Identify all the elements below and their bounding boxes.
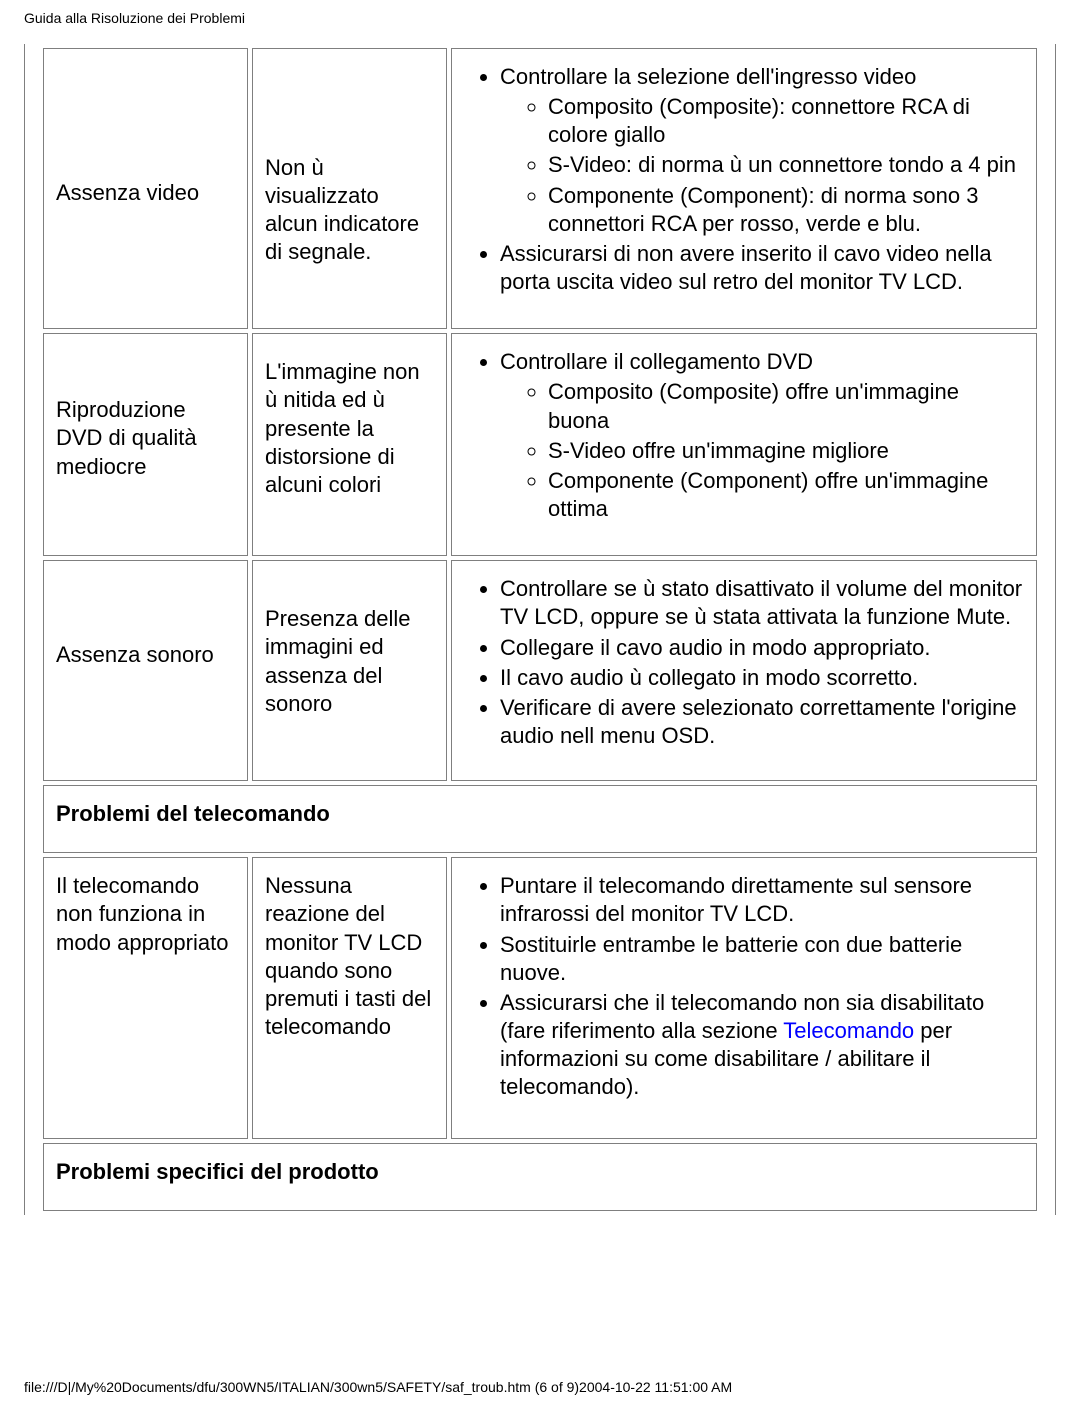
table-row: Il telecomando non funziona in modo appr… (43, 857, 1037, 1138)
problem-cell: Assenza sonoro (43, 560, 248, 781)
solution-cell: Puntare il telecomando direttamente sul … (451, 857, 1037, 1138)
page-footer: file:///D|/My%20Documents/dfu/300WN5/ITA… (24, 1379, 1056, 1395)
table-row: Assenza sonoro Presenza delle immagini e… (43, 560, 1037, 781)
problem-cell: Assenza video (43, 48, 248, 329)
solution-cell: Controllare la selezione dell'ingresso v… (451, 48, 1037, 329)
section-heading-remote: Problemi del telecomando (43, 785, 1037, 853)
solution-subitem: Composito (Composite): connettore RCA di… (548, 93, 1024, 149)
solution-subitem: Componente (Component) offre un'immagine… (548, 467, 1024, 523)
symptom-cell: L'immagine non ù nitida ed ù presente la… (252, 333, 447, 556)
solution-cell: Controllare il collegamento DVD Composit… (451, 333, 1037, 556)
solution-item: Controllare la selezione dell'ingresso v… (500, 63, 1024, 91)
troubleshoot-table: Assenza video Non ù visualizzato alcun i… (39, 44, 1041, 1215)
section-heading-product: Problemi specifici del prodotto (43, 1143, 1037, 1211)
page: Guida alla Risoluzione dei Problemi Asse… (0, 0, 1080, 1415)
solution-item: Assicurarsi di non avere inserito il cav… (500, 240, 1024, 296)
solution-cell: Controllare se ù stato disattivato il vo… (451, 560, 1037, 781)
table-row: Riproduzione DVD di qualità mediocre L'i… (43, 333, 1037, 556)
table-row: Problemi del telecomando (43, 785, 1037, 853)
problem-cell: Riproduzione DVD di qualità mediocre (43, 333, 248, 556)
problem-cell: Il telecomando non funziona in modo appr… (43, 857, 248, 1138)
solution-item: Puntare il telecomando direttamente sul … (500, 872, 1024, 928)
solution-subitem: Composito (Composite) offre un'immagine … (548, 378, 1024, 434)
solution-item: Controllare il collegamento DVD (500, 348, 1024, 376)
solution-subitem: S-Video: di norma ù un connettore tondo … (548, 151, 1024, 179)
solution-item: Controllare se ù stato disattivato il vo… (500, 575, 1024, 631)
solution-item: Assicurarsi che il telecomando non sia d… (500, 989, 1024, 1102)
symptom-cell: Presenza delle immagini ed assenza del s… (252, 560, 447, 781)
table-row: Assenza video Non ù visualizzato alcun i… (43, 48, 1037, 329)
telecomando-link[interactable]: Telecomando (783, 1018, 914, 1043)
symptom-cell: Nessuna reazione del monitor TV LCD quan… (252, 857, 447, 1138)
solution-item: Collegare il cavo audio in modo appropri… (500, 634, 1024, 662)
table-row: Problemi specifici del prodotto (43, 1143, 1037, 1211)
solution-item: Sostituirle entrambe le batterie con due… (500, 931, 1024, 987)
solution-subitem: Componente (Component): di norma sono 3 … (548, 182, 1024, 238)
solution-item: Il cavo audio ù collegato in modo scorre… (500, 664, 1024, 692)
content-frame: Assenza video Non ù visualizzato alcun i… (24, 44, 1056, 1215)
symptom-cell: Non ù visualizzato alcun indicatore di s… (252, 48, 447, 329)
page-header: Guida alla Risoluzione dei Problemi (24, 10, 1056, 26)
solution-item: Verificare di avere selezionato corretta… (500, 694, 1024, 750)
solution-subitem: S-Video offre un'immagine migliore (548, 437, 1024, 465)
